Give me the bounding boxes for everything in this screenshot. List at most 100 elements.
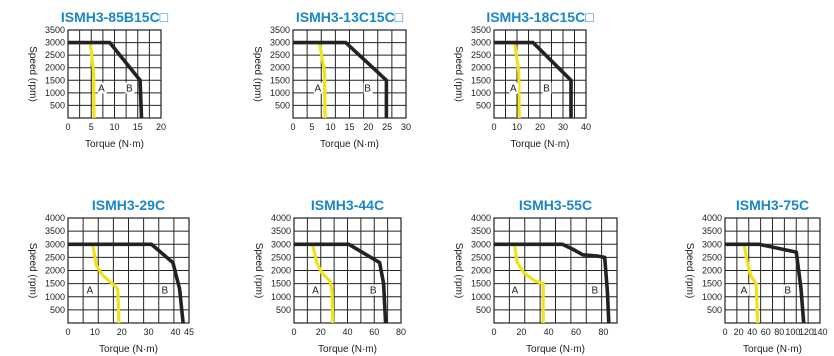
plot-frame <box>67 29 162 119</box>
y-tick-label: 1000 <box>471 292 491 302</box>
plot-frame <box>293 217 402 324</box>
x-tick-label: 40 <box>581 122 591 132</box>
x-tick-label: 0 <box>722 327 727 337</box>
region-label-bg <box>510 284 520 296</box>
region-label-bg <box>160 284 170 296</box>
plot-frame <box>493 217 618 324</box>
y-tick-label: 2500 <box>702 252 722 262</box>
y-tick-label: 500 <box>50 305 65 315</box>
y-axis-label: Speed (rpm) <box>253 243 264 299</box>
chart-title: ISMH3-85B15C□ <box>61 9 169 25</box>
grid <box>68 218 189 323</box>
chart-title: ISMH3-75C <box>736 197 809 213</box>
x-axis-label: Torque (N·m) <box>743 344 802 355</box>
y-tick-label: 1000 <box>45 292 65 302</box>
x-tick-label: 30 <box>144 327 154 337</box>
x-tick-label: 30 <box>401 122 411 132</box>
x-tick-label: 20 <box>117 327 127 337</box>
y-tick-label: 2000 <box>45 63 65 73</box>
y-tick-label: 1500 <box>271 279 291 289</box>
x-tick-label: 80 <box>396 327 406 337</box>
plot-frame <box>724 217 821 324</box>
y-axis-label: Speed (rpm) <box>27 46 38 102</box>
region-label-bg <box>125 82 135 94</box>
y-tick-label: 3500 <box>45 25 65 35</box>
y-tick-label: 500 <box>50 100 65 110</box>
chart-4: ISMH3-29C 500 1000 1500 2000 2500 3000 3500 4000… <box>27 197 194 355</box>
x-tick-label: 20 <box>156 122 166 132</box>
region-label-b: B <box>543 84 550 95</box>
region-label-b: B <box>161 286 168 297</box>
grid <box>494 218 617 323</box>
x-tick-label: 0 <box>290 122 295 132</box>
y-tick-label: 2000 <box>471 63 491 73</box>
y-tick-label: 500 <box>476 100 491 110</box>
chart-7: ISMH3-75C5001000150020002500300035004000… <box>684 197 828 355</box>
region-label-a: A <box>312 286 319 297</box>
x-axis-label: Torque (N·m) <box>511 139 570 150</box>
peak-torque-curve <box>293 40 389 118</box>
x-tick-label: 120 <box>799 327 814 337</box>
y-tick-label: 4000 <box>471 213 491 223</box>
region-label-bg <box>85 284 95 296</box>
x-tick-label: 40 <box>342 327 352 337</box>
y-tick-label: 3000 <box>702 239 722 249</box>
y-tick-label: 2500 <box>45 50 65 60</box>
y-tick-label: 3000 <box>471 239 491 249</box>
chart-1: ISMH3-85B15C□ 500 1000 1500 2000 2500 3000 3500… <box>27 9 169 150</box>
peak-torque-curve <box>294 242 388 324</box>
y-tick-label: 2500 <box>471 252 491 262</box>
x-tick-label: 40 <box>171 327 181 337</box>
x-tick-label: 5 <box>89 122 94 132</box>
y-tick-label: 2000 <box>45 266 65 276</box>
chart-2: ISMH3-13C15C□ 500 1000 1500 2000 2500 3000 3500… <box>252 9 411 150</box>
region-label-a: A <box>315 84 322 95</box>
y-tick-label: 2000 <box>270 63 290 73</box>
x-tick-label: 20 <box>734 327 744 337</box>
y-tick-label: 4000 <box>271 213 291 223</box>
y-tick-label: 1500 <box>702 279 722 289</box>
x-axis-label: Torque (N·m) <box>526 344 585 355</box>
y-tick-label: 1500 <box>471 279 491 289</box>
y-tick-label: 3000 <box>45 239 65 249</box>
chart-title: ISMH3-29C <box>92 197 165 213</box>
chart-3: ISMH3-18C15C□ 500 1000 1500 2000 2500 3000 3500… <box>453 9 594 150</box>
x-axis-label: Torque (N·m) <box>320 139 379 150</box>
x-tick-label: 10 <box>512 122 522 132</box>
y-tick-label: 1000 <box>270 88 290 98</box>
x-tick-label: 10 <box>326 122 336 132</box>
x-tick-label: 0 <box>491 327 496 337</box>
y-axis-label: Speed (rpm) <box>453 243 464 299</box>
y-tick-label: 1000 <box>45 88 65 98</box>
y-tick-label: 3500 <box>471 226 491 236</box>
x-axis-label: Torque (N·m) <box>318 344 377 355</box>
y-tick-label: 1000 <box>702 292 722 302</box>
peak-torque-curve <box>68 242 185 324</box>
chart-title: ISMH3-13C15C□ <box>296 9 404 25</box>
plot-frame <box>292 29 407 119</box>
x-tick-label: 15 <box>344 122 354 132</box>
y-tick-label: 3000 <box>271 239 291 249</box>
chart-title: ISMH3-44C <box>311 197 384 213</box>
x-tick-label: 40 <box>747 327 757 337</box>
x-tick-label: 5 <box>309 122 314 132</box>
region-label-b: B <box>784 286 791 297</box>
y-tick-label: 2000 <box>271 266 291 276</box>
region-label-a: A <box>86 286 93 297</box>
x-tick-label: 140 <box>812 327 827 337</box>
y-tick-label: 3500 <box>270 25 290 35</box>
x-tick-label: 25 <box>382 122 392 132</box>
y-tick-label: 3500 <box>271 226 291 236</box>
x-tick-label: 100 <box>785 327 800 337</box>
y-tick-label: 3500 <box>45 226 65 236</box>
x-tick-label: 15 <box>133 122 143 132</box>
chart-6: ISMH3-55C 500 1000 1500 2000 2500 3000 3500 4000… <box>453 197 618 355</box>
region-label-b: B <box>592 286 599 297</box>
x-tick-label: 60 <box>761 327 771 337</box>
plot-frame <box>493 29 587 119</box>
chart-title: ISMH3-55C <box>519 197 592 213</box>
region-label-b: B <box>126 84 133 95</box>
grid <box>494 30 586 118</box>
y-tick-label: 500 <box>276 305 291 315</box>
